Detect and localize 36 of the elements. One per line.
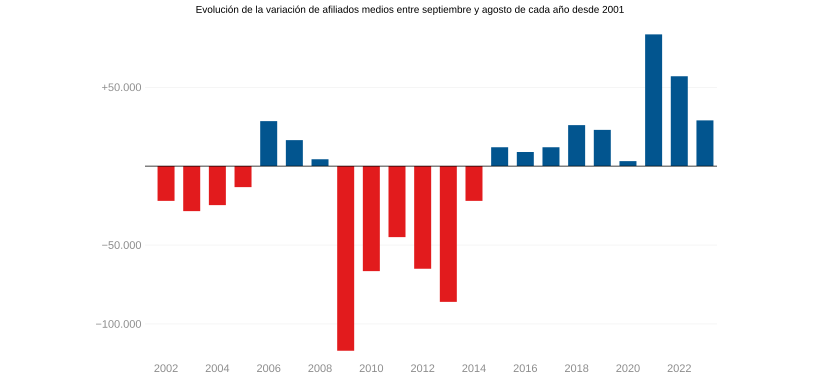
x-tick-label: 2022: [668, 364, 691, 372]
x-tick-label: 2018: [564, 364, 588, 372]
bar: [594, 130, 611, 166]
bar: [208, 166, 226, 206]
x-tick-label: 2004: [206, 364, 230, 372]
bar: [465, 166, 482, 201]
x-tick-label: 2010: [360, 364, 384, 372]
bar: [337, 166, 354, 351]
x-tick-label: 2012: [411, 364, 434, 372]
x-tick-label: 2008: [308, 364, 332, 372]
x-tick-label: 2006: [257, 364, 280, 372]
bar: [183, 166, 200, 212]
bar: [670, 76, 688, 166]
bar: [542, 147, 560, 166]
bar: [158, 166, 175, 201]
bar: [516, 152, 534, 166]
x-tick-label: 2002: [154, 364, 178, 372]
bar: [645, 34, 662, 166]
bar: [362, 166, 380, 272]
bar: [568, 125, 586, 166]
bar: [696, 120, 714, 166]
y-tick-label: +50.000: [102, 83, 142, 92]
bar: [286, 140, 303, 166]
bar: [491, 147, 508, 166]
bar: [312, 159, 329, 166]
y-tick-label: −50.000: [102, 241, 142, 249]
bar: [388, 166, 406, 238]
bar: [260, 121, 278, 166]
chart-title: Evolución de la variación de afiliados medios entre septiembre y agosto de cada año desde 2001: [196, 6, 624, 15]
bar: [414, 166, 432, 269]
y-tick-label: −100.000: [96, 320, 142, 328]
x-tick-label: 2016: [514, 364, 538, 372]
x-tick-label: 2020: [616, 364, 640, 372]
bar: [440, 166, 457, 302]
x-tick-label: 2014: [462, 364, 486, 372]
bar: [234, 166, 252, 188]
